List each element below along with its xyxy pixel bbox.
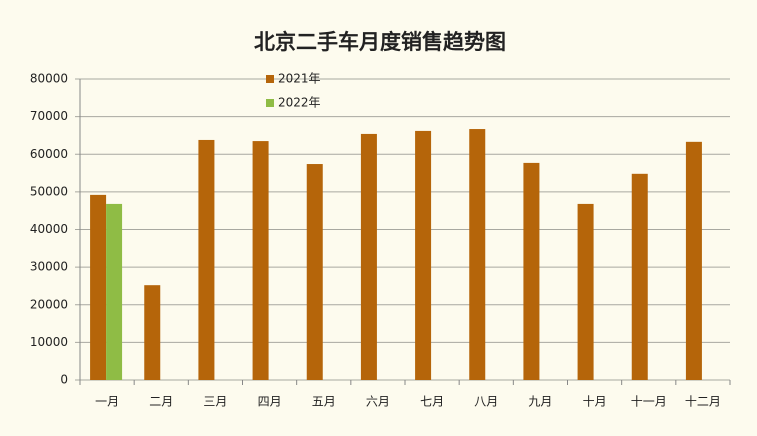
x-tick-label: 十一月 [631, 395, 667, 409]
bar [252, 141, 269, 380]
bar [106, 203, 123, 380]
legend-label: 2022年 [278, 96, 321, 110]
x-tick-label: 四月 [258, 395, 282, 409]
y-tick-label: 70000 [30, 109, 68, 123]
bar [360, 133, 377, 380]
bar [631, 173, 648, 380]
y-tick-label: 40000 [30, 222, 68, 236]
bar [577, 203, 594, 380]
x-tick-label: 八月 [474, 395, 498, 409]
legend-swatch [266, 75, 274, 83]
x-tick-label: 五月 [312, 395, 336, 409]
bar [469, 129, 486, 380]
bar [144, 285, 161, 380]
x-tick-label: 六月 [366, 395, 390, 409]
x-tick-label: 九月 [528, 395, 552, 409]
x-tick-label: 三月 [203, 395, 227, 409]
bar [415, 130, 432, 380]
y-tick-label: 50000 [30, 184, 68, 198]
bar [306, 164, 323, 380]
y-tick-label: 10000 [30, 335, 68, 349]
y-tick-label: 30000 [30, 260, 68, 274]
x-tick-label: 七月 [420, 395, 444, 409]
bar [90, 194, 107, 380]
legend-swatch [266, 99, 274, 107]
y-tick-label: 0 [60, 373, 68, 387]
x-tick-label: 一月 [95, 395, 119, 409]
bar [198, 139, 215, 380]
x-tick-label: 二月 [149, 395, 173, 409]
chart-title: 北京二手车月度销售趋势图 [254, 30, 506, 54]
bar [685, 141, 702, 380]
x-tick-label: 十二月 [685, 395, 721, 409]
legend-label: 2021年 [278, 72, 321, 86]
y-tick-label: 20000 [30, 297, 68, 311]
bar [523, 162, 540, 380]
y-tick-label: 60000 [30, 147, 68, 161]
x-tick-label: 十月 [583, 395, 607, 409]
y-tick-label: 80000 [30, 72, 68, 86]
